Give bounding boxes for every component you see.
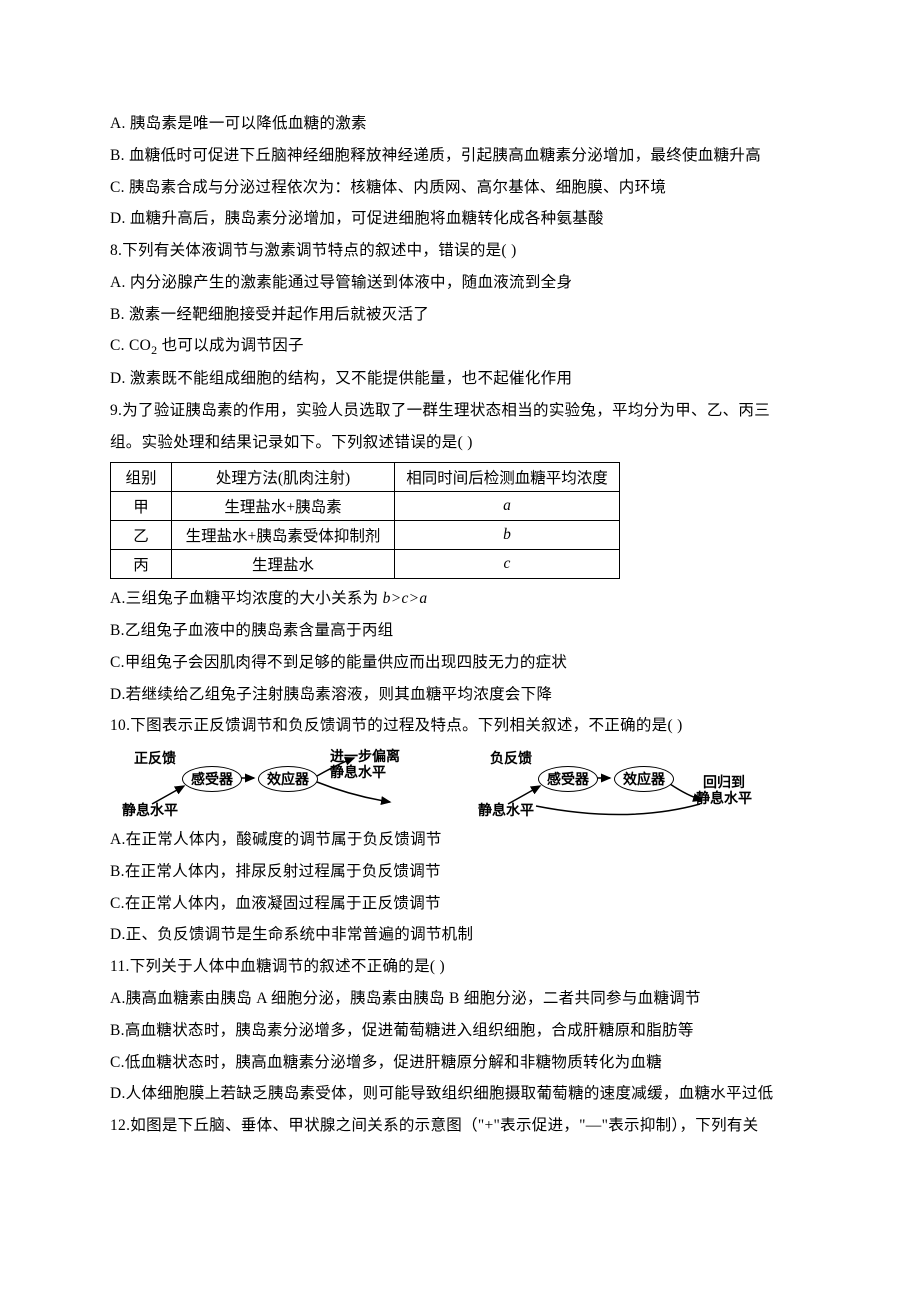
- cell-result: b: [395, 521, 620, 550]
- q11-option-d: D.人体细胞膜上若缺乏胰岛素受体，则可能导致组织细胞摄取葡萄糖的速度减缓，血糖水…: [110, 1078, 810, 1110]
- label-negative: 负反馈: [490, 748, 532, 768]
- q9-table: 组别 处理方法(肌肉注射) 相同时间后检测血糖平均浓度 甲 生理盐水+胰岛素 a…: [110, 462, 620, 579]
- q8-stem: 8.下列有关体液调节与激素调节特点的叙述中，错误的是( ): [110, 235, 810, 267]
- label-further-2: 静息水平: [330, 762, 386, 782]
- q8-option-a: A. 内分泌腺产生的激素能通过导管输送到体液中，随血液流到全身: [110, 267, 810, 299]
- q8-option-b: B. 激素一经靶细胞接受并起作用后就被灭活了: [110, 299, 810, 331]
- q8-c-pre: C. CO: [110, 337, 151, 354]
- q10-option-c: C.在正常人体内，血液凝固过程属于正反馈调节: [110, 888, 810, 920]
- col-method: 处理方法(肌肉注射): [172, 463, 395, 492]
- cell-group: 甲: [111, 492, 172, 521]
- q10-diagram: 正反馈 感受器 效应器 进一步偏离 静息水平 静息水平 负反馈 感受器: [122, 748, 810, 818]
- table-row: 乙 生理盐水+胰岛素受体抑制剂 b: [111, 521, 620, 550]
- node-sensor: 感受器: [182, 766, 242, 792]
- q11-stem: 11.下列关于人体中血糖调节的叙述不正确的是( ): [110, 951, 810, 983]
- diagram-positive-feedback: 正反馈 感受器 效应器 进一步偏离 静息水平 静息水平: [122, 748, 422, 818]
- col-result: 相同时间后检测血糖平均浓度: [395, 463, 620, 492]
- q9-option-a: A.三组兔子血糖平均浓度的大小关系为 b>c>a: [110, 583, 810, 615]
- q8-option-c: C. CO2 也可以成为调节因子: [110, 330, 810, 363]
- q9-option-c: C.甲组兔子会因肌肉得不到足够的能量供应而出现四肢无力的症状: [110, 647, 810, 679]
- q12-stem: 12.如图是下丘脑、垂体、甲状腺之间关系的示意图（"+"表示促进，"—"表示抑制…: [110, 1110, 810, 1142]
- q11-option-a: A.胰高血糖素由胰岛 A 细胞分泌，胰岛素由胰岛 B 细胞分泌，二者共同参与血糖…: [110, 983, 810, 1015]
- table-row: 甲 生理盐水+胰岛素 a: [111, 492, 620, 521]
- cell-method: 生理盐水+胰岛素受体抑制剂: [172, 521, 395, 550]
- diagram-negative-feedback: 负反馈 感受器 效应器 回归到 静息水平 静息水平: [478, 748, 778, 818]
- label-positive: 正反馈: [134, 748, 176, 768]
- cell-method: 生理盐水: [172, 550, 395, 579]
- table-header-row: 组别 处理方法(肌肉注射) 相同时间后检测血糖平均浓度: [111, 463, 620, 492]
- q8-c-post: 也可以成为调节因子: [157, 337, 303, 354]
- cell-result: a: [395, 492, 620, 521]
- q7-option-c: C. 胰岛素合成与分泌过程依次为：核糖体、内质网、高尔基体、细胞膜、内环境: [110, 172, 810, 204]
- q10-option-a: A.在正常人体内，酸碱度的调节属于负反馈调节: [110, 824, 810, 856]
- node-effector: 效应器: [258, 766, 318, 792]
- q7-option-b: B. 血糖低时可促进下丘脑神经细胞释放神经递质，引起胰高血糖素分泌增加，最终使血…: [110, 140, 810, 172]
- q9-option-d: D.若继续给乙组兔子注射胰岛素溶液，则其血糖平均浓度会下降: [110, 679, 810, 711]
- q11-option-c: C.低血糖状态时，胰高血糖素分泌增多，促进肝糖原分解和非糖物质转化为血糖: [110, 1047, 810, 1079]
- cell-group: 乙: [111, 521, 172, 550]
- q9-option-b: B.乙组兔子血液中的胰岛素含量高于丙组: [110, 615, 810, 647]
- q10-option-b: B.在正常人体内，排尿反射过程属于负反馈调节: [110, 856, 810, 888]
- q9-a-relation: b>c>a: [383, 590, 428, 607]
- q7-option-d: D. 血糖升高后，胰岛素分泌增加，可促进细胞将血糖转化成各种氨基酸: [110, 203, 810, 235]
- label-rest: 静息水平: [478, 800, 534, 820]
- q9-a-pre: A.三组兔子血糖平均浓度的大小关系为: [110, 590, 383, 607]
- q7-option-a: A. 胰岛素是唯一可以降低血糖的激素: [110, 108, 810, 140]
- q10-stem: 10.下图表示正反馈调节和负反馈调节的过程及特点。下列相关叙述，不正确的是( ): [110, 710, 810, 742]
- q9-stem-1: 9.为了验证胰岛素的作用，实验人员选取了一群生理状态相当的实验兔，平均分为甲、乙…: [110, 395, 810, 427]
- q9-stem-2: 组。实验处理和结果记录如下。下列叙述错误的是( ): [110, 427, 810, 459]
- q8-option-d: D. 激素既不能组成细胞的结构，又不能提供能量，也不起催化作用: [110, 363, 810, 395]
- label-rest: 静息水平: [122, 800, 178, 820]
- node-sensor: 感受器: [538, 766, 598, 792]
- cell-result: c: [395, 550, 620, 579]
- label-return-2: 静息水平: [696, 788, 752, 808]
- col-group: 组别: [111, 463, 172, 492]
- table-row: 丙 生理盐水 c: [111, 550, 620, 579]
- node-effector: 效应器: [614, 766, 674, 792]
- document-page: A. 胰岛素是唯一可以降低血糖的激素 B. 血糖低时可促进下丘脑神经细胞释放神经…: [0, 0, 920, 1222]
- q10-option-d: D.正、负反馈调节是生命系统中非常普遍的调节机制: [110, 919, 810, 951]
- cell-group: 丙: [111, 550, 172, 579]
- cell-method: 生理盐水+胰岛素: [172, 492, 395, 521]
- q11-option-b: B.高血糖状态时，胰岛素分泌增多，促进葡萄糖进入组织细胞，合成肝糖原和脂肪等: [110, 1015, 810, 1047]
